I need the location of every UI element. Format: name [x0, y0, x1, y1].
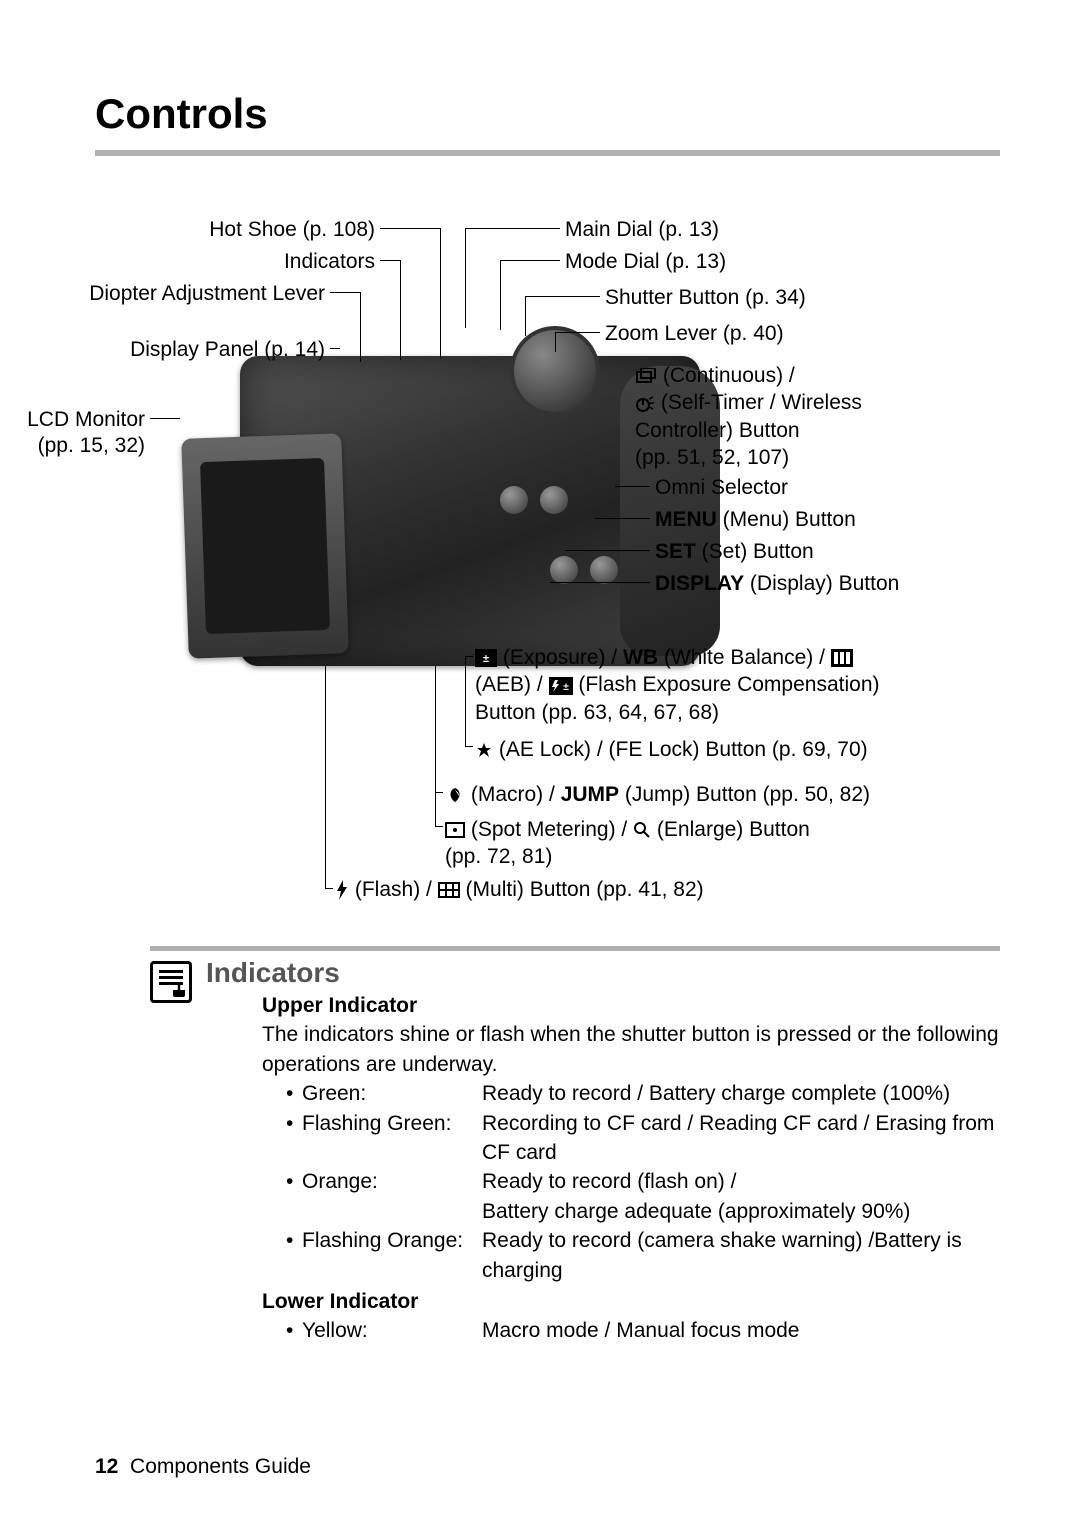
indicator-row: •Yellow:Macro mode / Manual focus mode: [286, 1316, 1000, 1345]
section-name: Components Guide: [130, 1455, 311, 1478]
label-mode-dial: Mode Dial (p. 13): [565, 248, 726, 275]
camera-button: [540, 486, 568, 514]
enlarge-icon: [633, 821, 651, 839]
label-set: SET (Set) Button: [655, 538, 814, 565]
label-exposure: ± (Exposure) / WB (White Balance) / (AEB…: [475, 644, 975, 726]
label-indicators: Indicators: [75, 248, 375, 275]
label-aelock: (AE Lock) / (FE Lock) Button (p. 69, 70): [475, 736, 868, 763]
label-lcd-page: (pp. 15, 32): [0, 432, 145, 459]
svg-text:±: ±: [563, 682, 569, 693]
label-omni: Omni Selector: [655, 474, 788, 501]
camera-button: [550, 556, 578, 584]
aeb-icon: [831, 649, 853, 667]
label-spot: (Spot Metering) / (Enlarge) Button (pp. …: [445, 816, 945, 871]
section-rule: [150, 946, 1000, 951]
spot-metering-icon: [445, 822, 465, 838]
page-footer: 12 Components Guide: [95, 1455, 311, 1479]
label-main-dial: Main Dial (p. 13): [565, 216, 719, 243]
multi-icon: [438, 882, 460, 898]
flash-icon: [335, 880, 349, 900]
note-icon: [150, 961, 192, 1003]
indicator-row: •Flashing Orange:Ready to record (camera…: [286, 1226, 1000, 1285]
controls-diagram: Hot Shoe (p. 108) Indicators Diopter Adj…: [95, 206, 1000, 926]
flash-exp-icon: ±: [549, 677, 573, 695]
label-continuous: (Continuous) / (Self-Timer / Wireless Co…: [635, 362, 895, 471]
camera-button: [500, 486, 528, 514]
label-flash: (Flash) / (Multi) Button (pp. 41, 82): [335, 876, 704, 903]
self-timer-icon: [635, 395, 655, 413]
label-lcd: LCD Monitor: [0, 406, 145, 433]
title-rule: [95, 150, 1000, 156]
camera-lcd: [181, 433, 349, 658]
label-display: DISPLAY (Display) Button: [655, 570, 899, 597]
exposure-icon: ±: [475, 649, 497, 667]
svg-text:±: ±: [483, 653, 489, 665]
indicators-section: Indicators Upper Indicator The indicator…: [150, 957, 1000, 1346]
page-title: Controls: [95, 90, 1000, 138]
label-shutter: Shutter Button (p. 34): [605, 284, 806, 311]
macro-icon: [445, 786, 465, 804]
page-number: 12: [95, 1455, 118, 1478]
label-zoom: Zoom Lever (p. 40): [605, 320, 784, 347]
aelock-icon: [475, 741, 493, 759]
continuous-icon: [635, 368, 657, 384]
label-macro: (Macro) / JUMP (Jump) Button (pp. 50, 82…: [445, 781, 870, 808]
label-display-panel: Display Panel (p. 14): [25, 336, 325, 363]
indicators-heading: Indicators: [206, 957, 1000, 989]
label-menu: MENU (Menu) Button: [655, 506, 856, 533]
label-diopter: Diopter Adjustment Lever: [25, 280, 325, 307]
upper-indicator-title: Upper Indicator: [262, 991, 1000, 1020]
label-diopter-page: (p. 38): [0, 306, 115, 333]
upper-indicator-intro: The indicators shine or flash when the s…: [262, 1020, 1000, 1079]
label-hot-shoe: Hot Shoe (p. 108): [75, 216, 375, 243]
indicator-row: •Green:Ready to record / Battery charge …: [286, 1079, 1000, 1108]
indicator-row: Battery charge adequate (approximately 9…: [286, 1197, 1000, 1226]
indicator-row: •Orange:Ready to record (flash on) /: [286, 1167, 1000, 1196]
camera-button: [590, 556, 618, 584]
lower-indicator-title: Lower Indicator: [262, 1287, 1000, 1316]
indicator-row: •Flashing Green:Recording to CF card / R…: [286, 1109, 1000, 1168]
